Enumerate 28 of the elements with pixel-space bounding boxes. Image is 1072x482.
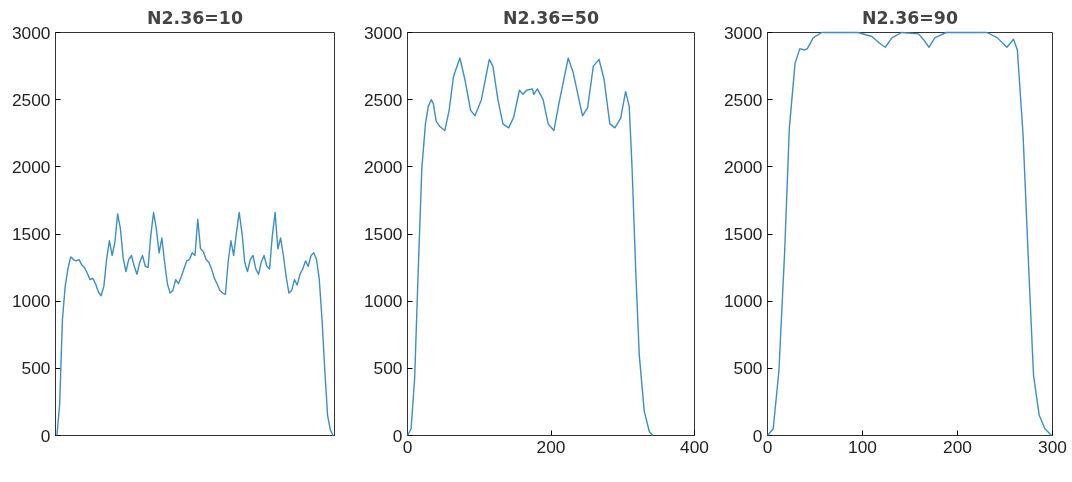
y-tick-label: 500 — [373, 358, 403, 379]
y-tick-label: 3000 — [11, 22, 51, 43]
y-tick-label: 500 — [733, 358, 763, 379]
y-tick-label: 2500 — [363, 89, 403, 110]
y-tick-label: 3000 — [363, 22, 403, 43]
y-tick-label: 1500 — [11, 224, 51, 244]
y-tick-label: 1500 — [723, 224, 763, 244]
y-tick-label: 1000 — [11, 291, 51, 312]
y-tick-label: 2000 — [11, 156, 51, 177]
line-series — [406, 57, 654, 437]
y-tick-label: 3000 — [723, 22, 763, 43]
y-tick-label: 500 — [21, 358, 51, 379]
y-tick-label: 2500 — [11, 89, 51, 110]
x-tick-label: 200 — [536, 436, 566, 457]
line-series — [766, 31, 1053, 437]
y-tick-label: 2000 — [363, 156, 403, 177]
chart-title: N2.36=10 — [147, 7, 243, 28]
x-tick-label: 300 — [1038, 436, 1067, 457]
y-tick-label: 2000 — [723, 156, 763, 177]
x-tick-label: 100 — [848, 436, 877, 457]
y-tick-label: 1500 — [363, 224, 403, 244]
x-tick-label: 400 — [680, 436, 709, 457]
y-tick-label: 1000 — [723, 291, 763, 312]
y-tick-label: 1000 — [363, 291, 403, 312]
y-tick-label: 2500 — [723, 89, 763, 110]
chart-title: N2.36=90 — [862, 7, 958, 28]
x-tick-label: 200 — [943, 436, 972, 457]
chart-title: N2.36=50 — [503, 7, 599, 28]
